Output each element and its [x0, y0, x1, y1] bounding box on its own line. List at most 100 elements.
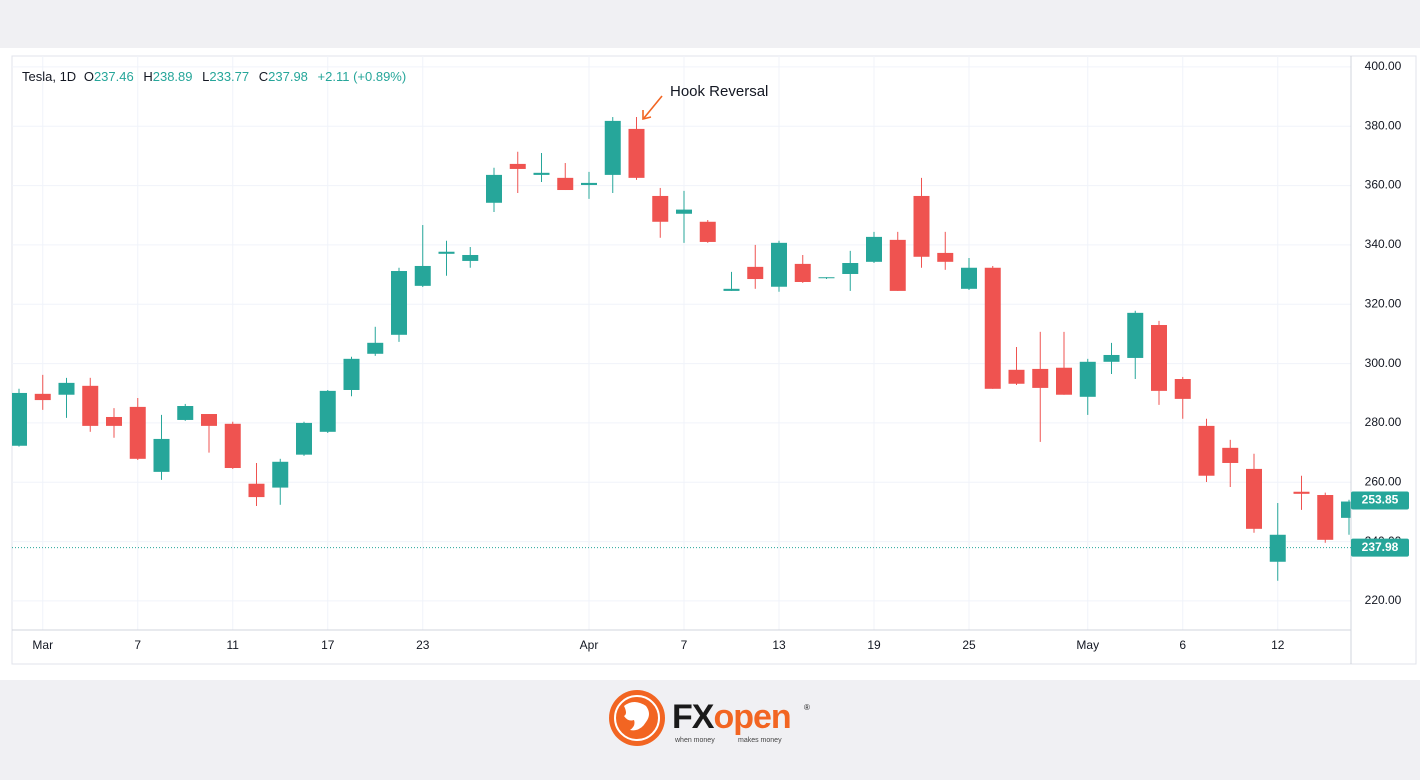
- x-tick-label: 25: [962, 638, 976, 652]
- x-tick-label: 12: [1271, 638, 1285, 652]
- candle-body: [391, 271, 407, 335]
- chart-header: Tesla, 1D O237.46 H238.89 L233.77 C237.9…: [22, 69, 406, 84]
- candle-body: [296, 422, 312, 455]
- candle-body: [82, 385, 99, 426]
- y-tick-label: 320.00: [1365, 296, 1402, 310]
- x-tick-label: 7: [134, 638, 141, 652]
- candle-body: [177, 406, 194, 420]
- candle-body: [106, 416, 122, 426]
- candle-body: [12, 392, 27, 446]
- candle-body: [771, 242, 787, 287]
- candle-body: [1269, 534, 1286, 562]
- price-label-box: [1351, 491, 1409, 510]
- candle-body: [1079, 361, 1096, 397]
- candle-body: [1008, 369, 1025, 384]
- candle-body: [486, 174, 502, 203]
- annotation-arrow: [642, 95, 663, 121]
- candle-body: [747, 266, 764, 280]
- candle-body: [794, 263, 811, 282]
- y-tick-label: 380.00: [1365, 118, 1402, 132]
- y-tick-label: 220.00: [1365, 593, 1402, 607]
- candle-body: [581, 182, 597, 185]
- candle-body: [866, 236, 882, 262]
- tagline: when money: [674, 737, 715, 744]
- candle-body: [272, 461, 289, 488]
- candle-body: [1103, 354, 1120, 362]
- x-tick-label: Mar: [32, 638, 53, 652]
- candle-body: [961, 267, 977, 289]
- brand-orange: open: [713, 698, 790, 736]
- candle-body: [34, 393, 51, 401]
- candles: [12, 117, 1351, 581]
- x-tick-label: 19: [867, 638, 881, 652]
- price-label: 237.98: [1362, 540, 1399, 554]
- candle-body: [343, 358, 360, 390]
- ohlc-key: O: [84, 69, 94, 84]
- candle-body: [604, 120, 621, 175]
- ohlc-value: 233.77: [209, 69, 249, 84]
- candle-body: [1293, 491, 1310, 494]
- tagline: makes money: [738, 737, 782, 744]
- candle-body: [1032, 368, 1049, 388]
- x-tick-label: 11: [227, 638, 240, 652]
- candle-body: [1341, 501, 1351, 518]
- candle-body: [1198, 425, 1215, 476]
- candle-body: [652, 195, 669, 222]
- logo: FXopen ® when money makes money: [609, 690, 810, 746]
- candle-body: [913, 195, 930, 257]
- candle-body: [201, 414, 217, 426]
- symbol: Tesla, 1D: [22, 69, 76, 84]
- candle-body: [1056, 367, 1072, 395]
- ohlc-value: 237.98: [268, 69, 308, 84]
- candle-body: [818, 277, 835, 279]
- candle-body: [1246, 468, 1262, 529]
- x-tick-label: 6: [1179, 638, 1186, 652]
- brand: FXopen: [672, 698, 791, 736]
- x-tick-label: 13: [772, 638, 786, 652]
- candle-body: [937, 252, 954, 262]
- ohlc-key: L: [202, 69, 209, 84]
- candle-body: [367, 342, 384, 354]
- grid: [12, 56, 1351, 630]
- brand-dark: FX: [672, 698, 715, 736]
- candle-body: [628, 128, 645, 178]
- logo-tiger: [624, 702, 649, 731]
- candle-body: [224, 423, 241, 469]
- candle-body: [533, 172, 550, 175]
- ohlc-key: H: [143, 69, 152, 84]
- y-tick-label: 260.00: [1365, 474, 1402, 488]
- x-tick-label: Apr: [580, 638, 599, 652]
- ohlc-key: C: [259, 69, 268, 84]
- candle-body: [1174, 379, 1191, 399]
- candle-body: [842, 263, 859, 274]
- annotation: Hook Reversal: [670, 83, 768, 100]
- registered: ®: [804, 703, 810, 712]
- x-tick-label: 7: [681, 638, 688, 652]
- candle-body: [153, 438, 170, 472]
- y-tick-label: 400.00: [1365, 59, 1402, 73]
- candle-body: [319, 390, 336, 432]
- y-tick-label: 300.00: [1365, 356, 1402, 370]
- candle-body: [984, 267, 1001, 389]
- candle-body: [889, 239, 906, 291]
- candle-body: [1317, 495, 1334, 540]
- candle-body: [699, 221, 716, 242]
- y-tick-label: 280.00: [1365, 415, 1402, 429]
- x-tick-label: 23: [416, 638, 430, 652]
- price-label-box: [1351, 538, 1409, 557]
- price-label: 253.85: [1362, 493, 1399, 507]
- candle-body: [676, 209, 692, 214]
- candle-body: [1151, 325, 1167, 391]
- candle-body: [1222, 447, 1239, 463]
- candle-body: [129, 406, 146, 459]
- x-tick-label: May: [1076, 638, 1099, 652]
- candle-body: [509, 163, 526, 169]
- candle-body: [414, 265, 431, 286]
- logo-ring: [614, 695, 660, 741]
- axes: 220.00240.00260.00280.00300.00320.00340.…: [12, 59, 1409, 652]
- candle-body: [462, 254, 479, 261]
- change: +2.11 (+0.89%): [318, 69, 407, 84]
- candle-body: [58, 382, 75, 395]
- x-tick-label: 17: [321, 638, 335, 652]
